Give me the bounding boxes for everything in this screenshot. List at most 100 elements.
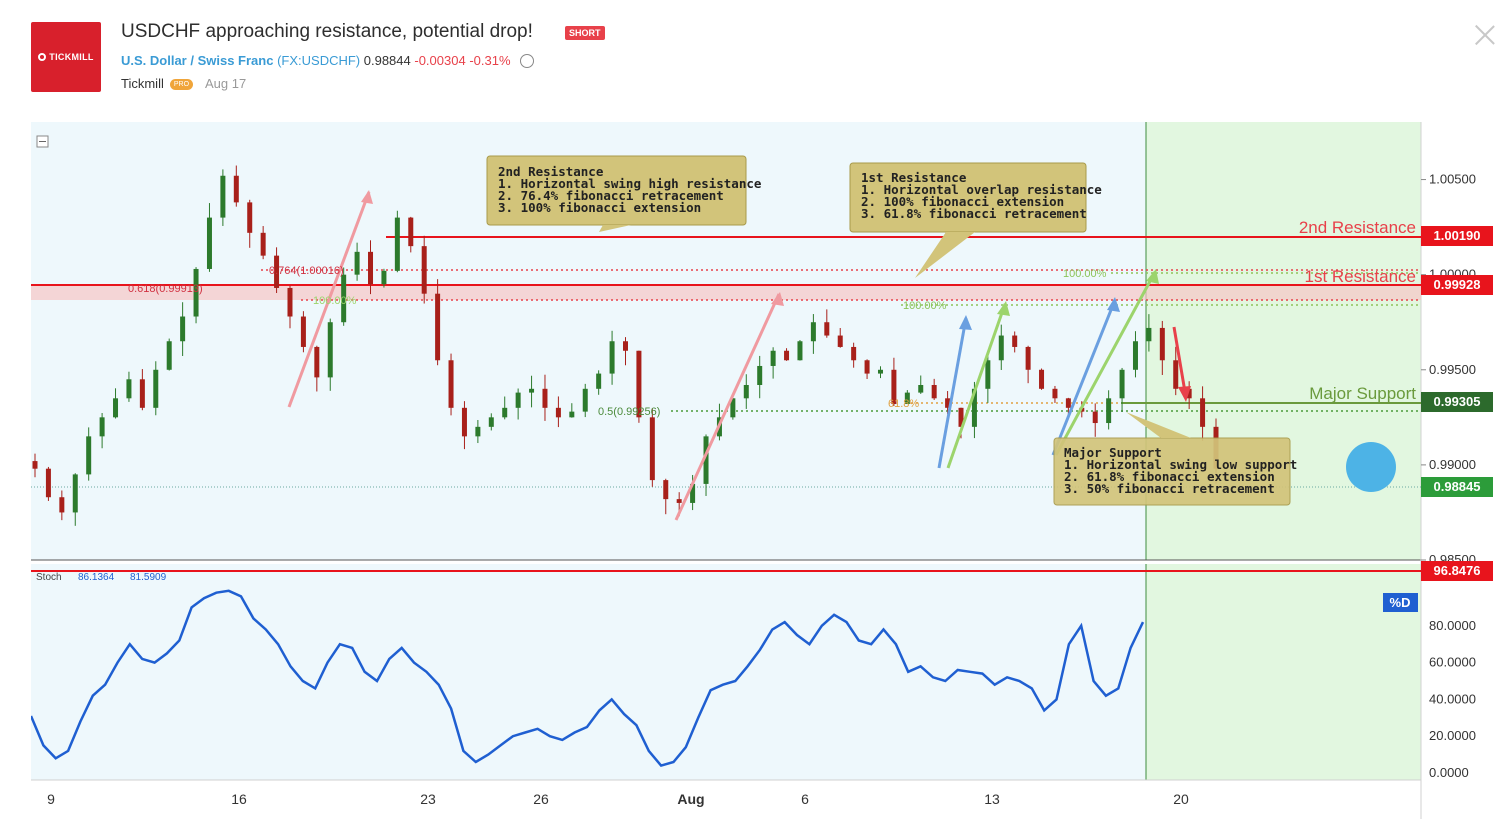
candle-body [99, 417, 105, 437]
candle-body [609, 341, 615, 374]
candle-body [958, 407, 964, 427]
chart-container: 0.764(1.00016) 0.618(0.99913) 100.00% 10… [29, 122, 1501, 819]
candle-body [676, 499, 682, 503]
candle-body [1132, 341, 1138, 370]
play-marker[interactable] [1346, 442, 1396, 492]
candle-body [1146, 327, 1152, 342]
candle-body [206, 217, 212, 269]
stoch-tick: 40.0000 [1429, 691, 1476, 706]
annotation-pointer [915, 232, 975, 278]
stoch-label-bg [1421, 561, 1493, 581]
stoch-price-label: 96.8476 [1421, 561, 1493, 581]
last-price: 0.98844 [363, 53, 411, 68]
price-label-bg [1421, 477, 1493, 497]
candle-body [1159, 327, 1165, 361]
candle-body [1200, 398, 1206, 427]
alarm-clock-icon[interactable] [520, 54, 535, 68]
green-arrow-2 [1054, 271, 1157, 456]
green-arrow-1-head [997, 301, 1010, 316]
candle-body [649, 417, 655, 481]
candle-body [1173, 360, 1179, 389]
annotation-second-resistance[interactable]: 2nd Resistance 1. Horizontal swing high … [486, 155, 762, 232]
price-tick: 0.99500 [1429, 362, 1476, 377]
candle-body [461, 407, 467, 437]
stoch-tick: 60.0000 [1429, 655, 1476, 670]
candle-body [233, 175, 239, 203]
candle-body [1106, 398, 1112, 424]
annotation-line: 1. Horizontal overlap resistance [861, 182, 1102, 197]
price-label-text: 0.99928 [1434, 277, 1481, 292]
idea-title: USDCHF approaching resistance, potential… [121, 21, 533, 42]
symbol-name[interactable]: U.S. Dollar / Swiss Franc [121, 53, 274, 68]
chart-svg[interactable]: 0.764(1.00016) 0.618(0.99913) 100.00% 10… [29, 122, 1501, 819]
price-label-bg [1421, 226, 1493, 246]
price-label-first-resistance: 0.99928 [1421, 275, 1493, 295]
candle-body [394, 217, 400, 271]
idea-header: TICKMILL USDCHF approaching resistance, … [0, 0, 1510, 118]
trend-arrows [287, 190, 1191, 521]
price-label-text: 0.98845 [1434, 479, 1481, 494]
stoch-projection-zone [1146, 564, 1421, 780]
candle-body [72, 474, 78, 513]
annotation-major-support[interactable]: Major Support 1. Horizontal swing low su… [1053, 412, 1297, 506]
candle-body [180, 316, 186, 342]
stoch-label: Stoch [36, 572, 62, 583]
candle-body [126, 379, 132, 399]
close-icon[interactable] [1474, 24, 1496, 46]
candle-body [877, 369, 883, 374]
candle-body [113, 398, 119, 418]
candle-body [247, 202, 253, 233]
candle-body [1186, 388, 1192, 399]
candle-body [1039, 369, 1045, 389]
candle-body [354, 251, 360, 275]
publish-date: Aug 17 [205, 76, 247, 91]
candle-body [1012, 335, 1018, 347]
logo-mark-icon [38, 53, 47, 61]
candle-body [166, 341, 172, 370]
price-tick: 1.00500 [1429, 172, 1476, 187]
candle-body [1025, 346, 1031, 370]
candle-body [153, 369, 159, 408]
annotation-line: 3. 100% fibonacci extension [498, 200, 701, 215]
candle-body [945, 398, 951, 408]
candle-body [542, 388, 548, 408]
stoch-legend-bg [1383, 593, 1418, 612]
candle-body [904, 392, 910, 405]
time-tick: 13 [984, 791, 1000, 807]
candle-body [1052, 388, 1058, 399]
candle-body [985, 360, 991, 389]
candle-body [730, 398, 736, 418]
annotation-line: 2. 100% fibonacci extension [861, 194, 1064, 209]
stoch-tick: 80.0000 [1429, 618, 1476, 633]
symbol-ticker[interactable]: (FX:USDCHF) [277, 53, 361, 68]
author-name[interactable]: Tickmill [121, 76, 164, 91]
annotation-first-resistance[interactable]: 1st Resistance 1. Horizontal overlap res… [849, 162, 1102, 278]
major-support-name: Major Support [1309, 384, 1416, 403]
price-label-second-resistance: 1.00190 [1421, 226, 1493, 246]
annotation-line: 2. 76.4% fibonacci retracement [498, 188, 724, 203]
price-label-text: 0.99305 [1434, 394, 1481, 409]
candle-body [931, 384, 937, 399]
tickmill-logo[interactable]: TICKMILL [31, 22, 101, 92]
blue-arrow-1 [937, 317, 968, 469]
price-label-bg [1421, 275, 1493, 295]
candle-body [851, 346, 857, 361]
blue-arrow-2 [1051, 299, 1117, 456]
candle-body [837, 335, 843, 347]
candle-body [287, 287, 293, 317]
candle-body [824, 322, 830, 336]
annotation-pointer [1126, 412, 1191, 438]
candle-body [569, 411, 575, 418]
price-label-major-support: 0.99305 [1421, 392, 1493, 412]
candle-body [529, 388, 535, 393]
candle-body [918, 384, 924, 393]
stoch-legend-tag: %D [1383, 593, 1418, 612]
blue-arrow-2-head [1107, 297, 1120, 312]
candle-body [193, 268, 199, 317]
second-resistance-name: 2nd Resistance [1299, 218, 1416, 237]
annotation-line: 1. Horizontal swing high resistance [498, 176, 762, 191]
time-axis: 9 16 23 26 Aug 6 13 20 [47, 791, 1189, 807]
logo-text: TICKMILL [49, 52, 94, 62]
price-label-last: 0.98845 [1421, 477, 1493, 497]
up-arrow-1 [287, 191, 371, 408]
